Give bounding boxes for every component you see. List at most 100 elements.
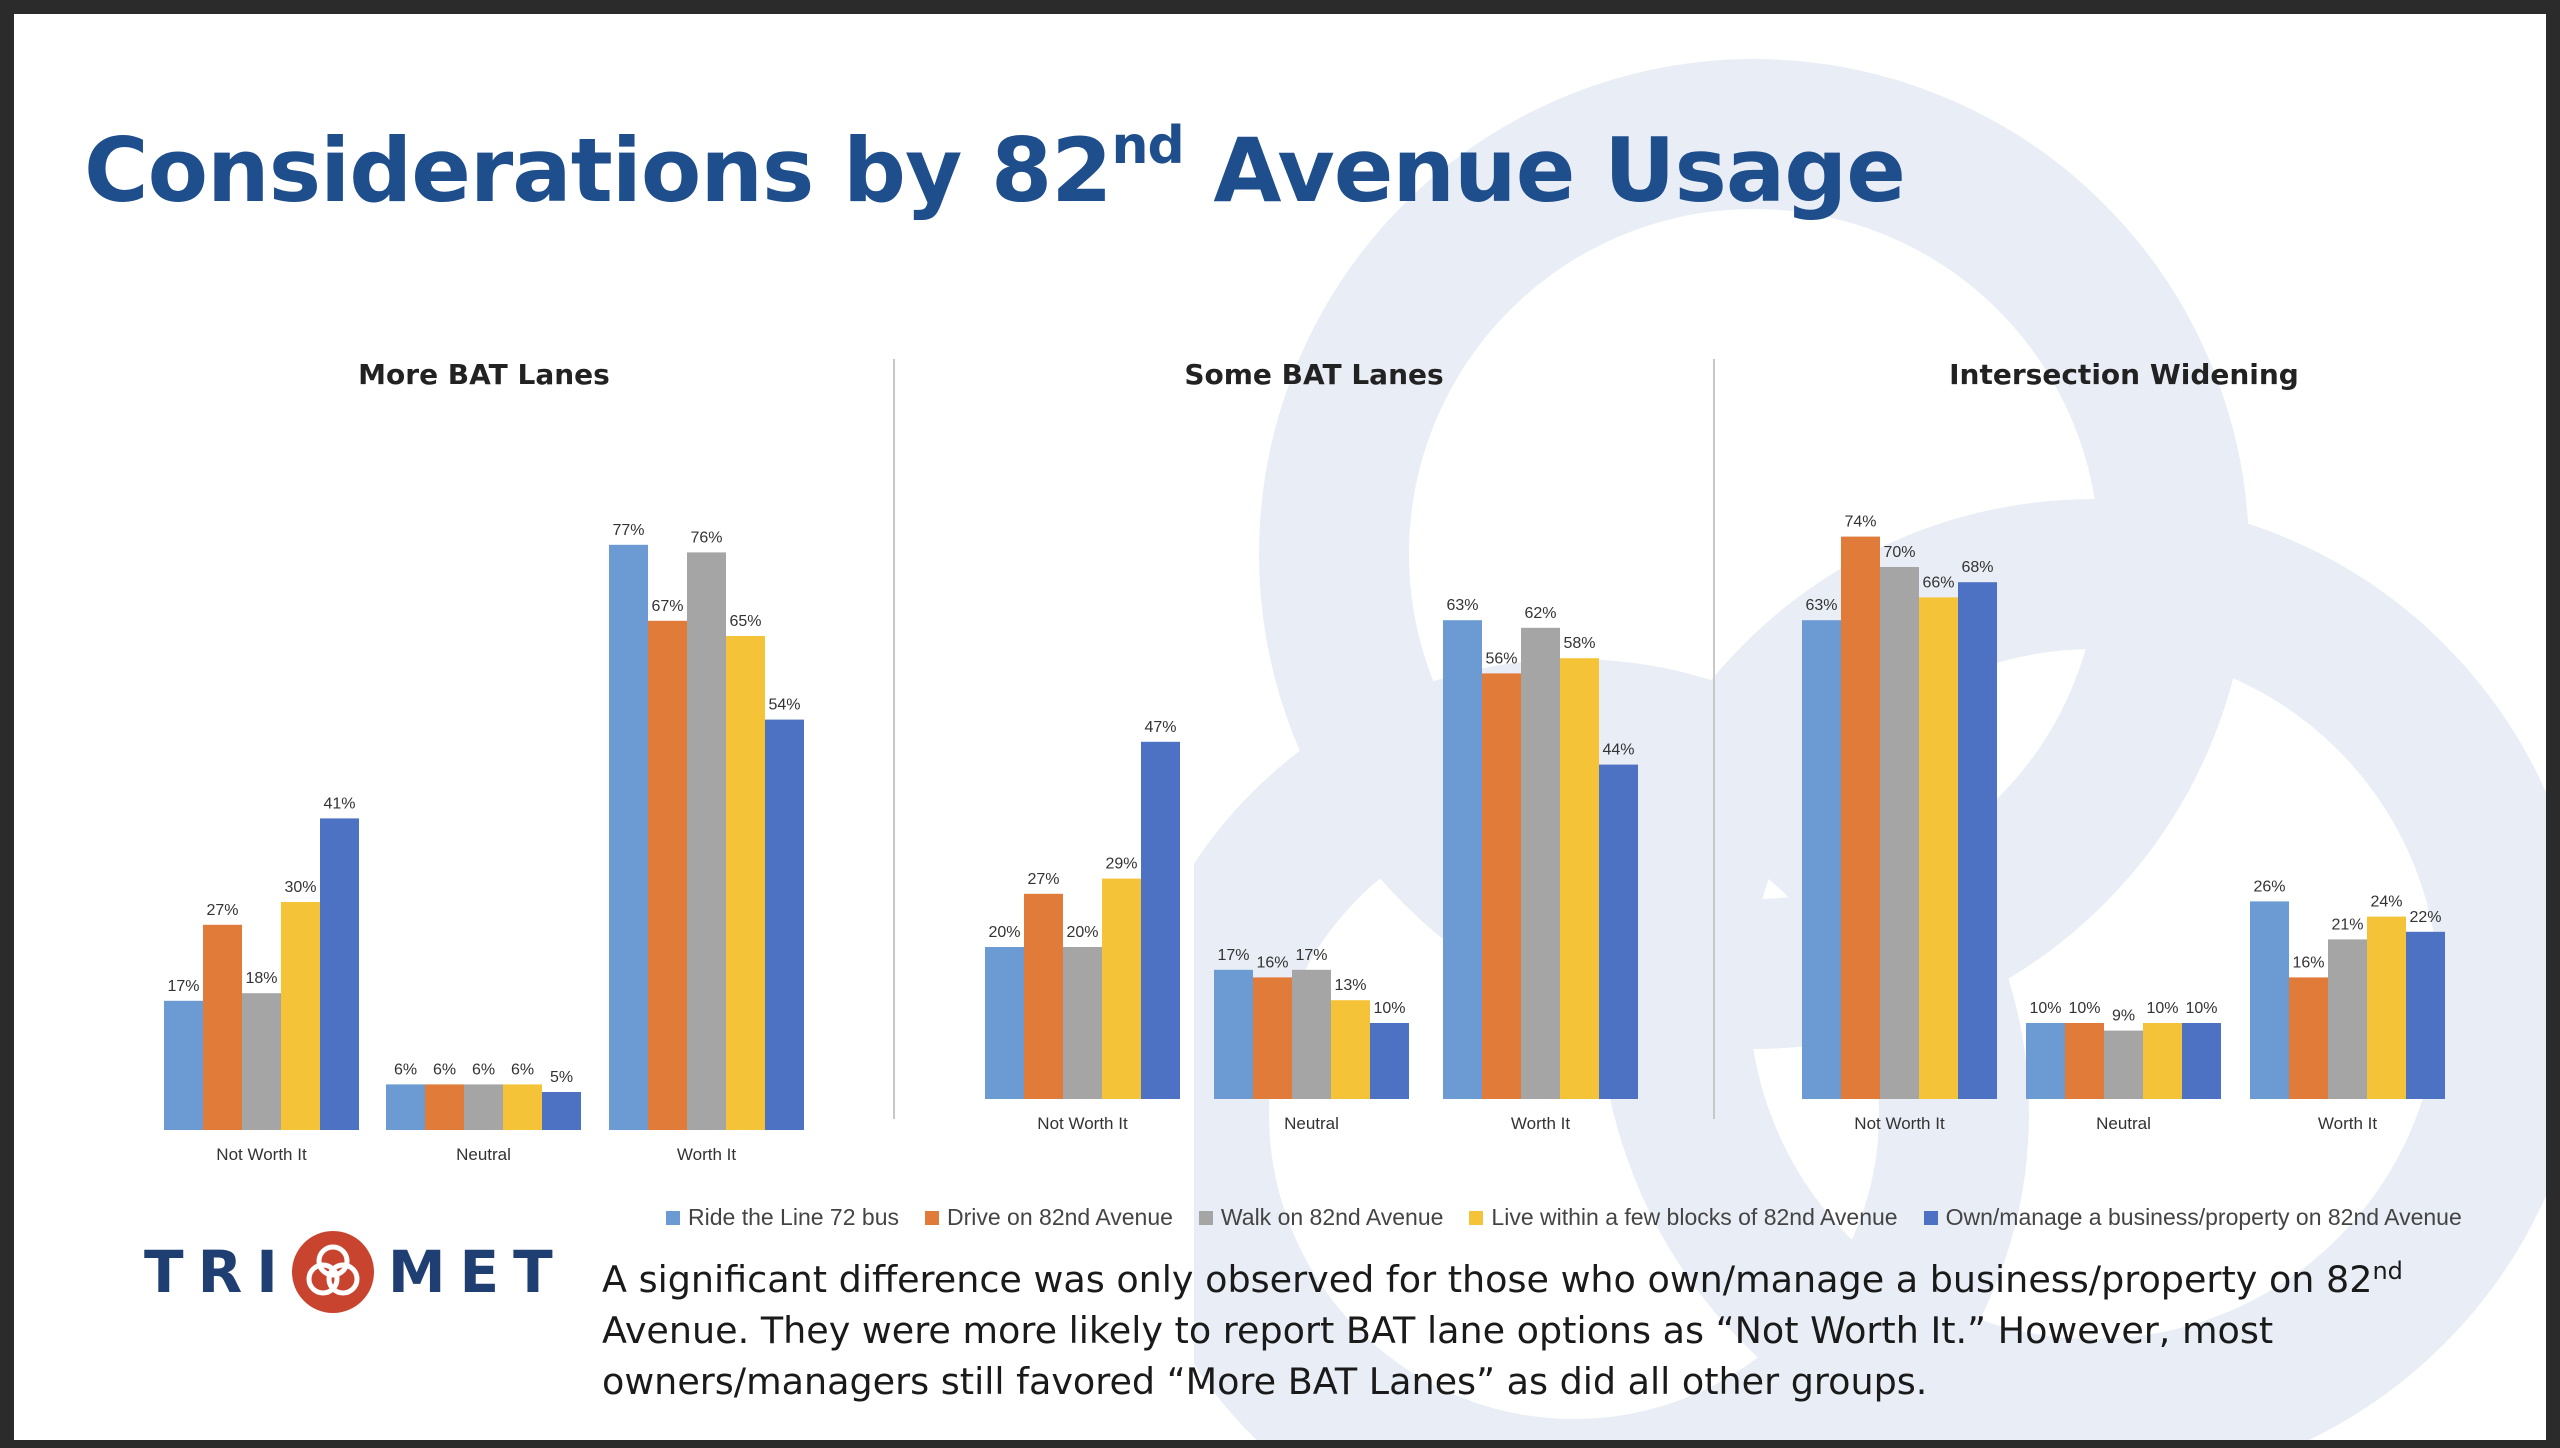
data-label: 16% — [1256, 954, 1288, 971]
bar — [2143, 1023, 2182, 1099]
bar — [2250, 901, 2289, 1099]
data-label: 77% — [612, 522, 644, 539]
bar — [2328, 939, 2367, 1099]
bar — [1482, 673, 1521, 1099]
bar — [2406, 931, 2445, 1099]
legend-label: Drive on 82nd Avenue — [947, 1204, 1173, 1230]
bar — [542, 1092, 581, 1130]
bar — [726, 636, 765, 1130]
category-label: Worth It — [1511, 1114, 1570, 1133]
bar — [1880, 567, 1919, 1099]
legend-item: Ride the Line 72 bus — [666, 1204, 899, 1231]
bar — [765, 719, 804, 1130]
bar — [648, 620, 687, 1130]
data-label: 13% — [1334, 977, 1366, 994]
data-label: 76% — [690, 529, 722, 546]
data-label: 18% — [245, 970, 277, 987]
bar — [242, 993, 281, 1130]
data-label: 6% — [433, 1061, 456, 1078]
data-label: 10% — [2029, 1000, 2061, 1017]
data-label: 20% — [1066, 924, 1098, 941]
data-label: 6% — [472, 1061, 495, 1078]
bar — [2065, 1023, 2104, 1099]
data-label: 10% — [2068, 1000, 2100, 1017]
chart-legend: Ride the Line 72 bus Drive on 82nd Avenue… — [666, 1204, 2546, 1231]
legend-label: Live within a few blocks of 82nd Avenue — [1491, 1204, 1898, 1230]
bar — [386, 1084, 425, 1130]
charts-area: More BAT Lanes 17% 27% 18% 30% 41% Not Worth I… — [164, 358, 2445, 1164]
bar — [1292, 969, 1331, 1099]
logo-text-right: MET — [387, 1238, 567, 1306]
chart-title: More BAT Lanes — [358, 358, 610, 391]
slide: Considerations by 82nd Avenue Usage More… — [14, 14, 2546, 1440]
data-label: 17% — [1217, 947, 1249, 964]
bar — [1841, 536, 1880, 1099]
data-label: 17% — [167, 978, 199, 995]
bar — [464, 1084, 503, 1130]
legend-item: Walk on 82nd Avenue — [1198, 1204, 1444, 1231]
data-label: 58% — [1563, 635, 1595, 652]
bar — [1331, 1000, 1370, 1099]
data-label: 16% — [2292, 954, 2324, 971]
bar — [1958, 582, 1997, 1099]
bar — [2289, 977, 2328, 1099]
category-label: Neutral — [1284, 1114, 1339, 1133]
bar — [164, 1000, 203, 1130]
data-label: 63% — [1805, 597, 1837, 614]
bar — [2182, 1023, 2221, 1099]
chart-title: Intersection Widening — [1949, 358, 2299, 391]
chart-title: Some BAT Lanes — [1184, 358, 1443, 391]
bar — [985, 947, 1024, 1099]
bar — [1443, 620, 1482, 1099]
legend-item: Drive on 82nd Avenue — [925, 1204, 1173, 1231]
data-label: 65% — [729, 613, 761, 630]
bar — [2104, 1030, 2143, 1099]
data-label: 10% — [2146, 1000, 2178, 1017]
data-label: 68% — [1961, 559, 1993, 576]
legend-swatch — [666, 1210, 680, 1225]
legend-swatch — [1469, 1210, 1484, 1225]
data-label: 17% — [1295, 947, 1327, 964]
data-label: 29% — [1105, 856, 1137, 873]
data-label: 10% — [2185, 1000, 2217, 1017]
category-label: Not Worth It — [1037, 1114, 1128, 1133]
bar — [1521, 627, 1560, 1099]
legend-item: Own/manage a business/property on 82nd A… — [1923, 1204, 2462, 1231]
category-label: Neutral — [456, 1145, 511, 1164]
data-label: 56% — [1485, 650, 1517, 667]
bar — [2026, 1023, 2065, 1099]
data-label: 20% — [988, 924, 1020, 941]
bar — [203, 924, 242, 1130]
data-label: 30% — [284, 879, 316, 896]
bar — [1599, 764, 1638, 1099]
logo-text-left: TRI — [144, 1238, 292, 1306]
data-label: 24% — [2370, 894, 2402, 911]
bar — [425, 1084, 464, 1130]
legend-label: Walk on 82nd Avenue — [1220, 1204, 1444, 1230]
bar — [1024, 893, 1063, 1099]
data-label: 70% — [1883, 544, 1915, 561]
bar — [320, 818, 359, 1130]
data-label: 74% — [1844, 514, 1876, 531]
data-label: 5% — [550, 1069, 573, 1086]
category-label: Not Worth It — [1854, 1114, 1945, 1133]
bar — [1102, 878, 1141, 1099]
bar — [609, 544, 648, 1130]
category-label: Worth It — [677, 1145, 736, 1164]
bar — [1802, 620, 1841, 1099]
data-label: 6% — [511, 1061, 534, 1078]
bar — [503, 1084, 542, 1130]
legend-label: Own/manage a business/property on 82nd A… — [1945, 1204, 2462, 1230]
category-label: Neutral — [2096, 1114, 2151, 1133]
bar — [1370, 1023, 1409, 1099]
bar — [1560, 658, 1599, 1099]
data-label: 27% — [206, 902, 238, 919]
bar — [687, 552, 726, 1130]
trimet-swirl-icon — [291, 1231, 374, 1313]
bar — [1214, 969, 1253, 1099]
data-label: 44% — [1602, 742, 1634, 759]
bar — [281, 902, 320, 1130]
bar — [1253, 977, 1292, 1099]
bar — [1919, 597, 1958, 1099]
footnote-text: A significant difference was only observ… — [602, 1256, 2403, 1403]
